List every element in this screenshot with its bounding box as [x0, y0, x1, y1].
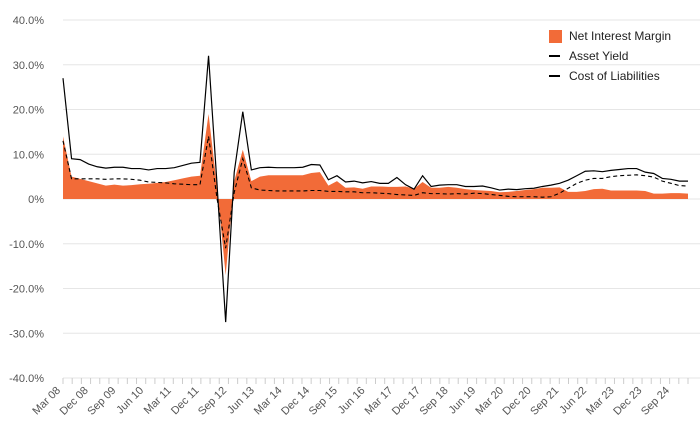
- legend: Net Interest Margin Asset Yield Cost of …: [549, 26, 671, 86]
- legend-item-cost-of-liabilities[interactable]: Cost of Liabilities: [549, 66, 671, 86]
- x-tick-label: Dec 17: [390, 385, 423, 418]
- x-tick-label: Jun 16: [336, 385, 368, 417]
- x-tick-label: Dec 14: [279, 385, 312, 418]
- x-tick-label: Mar 17: [363, 385, 396, 418]
- x-tick-label: Sep 12: [196, 385, 229, 418]
- y-tick-label: -10.0%: [9, 239, 44, 251]
- x-tick-label: Jun 13: [225, 385, 257, 417]
- legend-swatch-cost: [549, 75, 560, 77]
- x-tick-label: Sep 18: [418, 385, 451, 418]
- x-tick-label: Sep 21: [528, 385, 561, 418]
- legend-swatch-nim: [549, 29, 562, 43]
- x-tick-label: Mar 11: [142, 385, 174, 417]
- legend-item-asset-yield[interactable]: Asset Yield: [549, 46, 671, 66]
- legend-label-asset-yield: Asset Yield: [569, 49, 629, 63]
- x-tick-label: Sep 15: [307, 385, 340, 418]
- x-tick-label: Dec 20: [501, 385, 534, 418]
- y-tick-label: 30.0%: [13, 60, 44, 72]
- net-interest-margin-area: [63, 113, 688, 276]
- x-tick-label: Sep 09: [85, 385, 118, 418]
- legend-swatch-asset-yield: [549, 55, 560, 57]
- y-axis-ticks: 40.0% 30.0% 20.0% 10.0% 0% -10.0% -20.0% -30.0%…: [9, 15, 44, 385]
- x-tick-label: Sep 24: [639, 385, 672, 418]
- y-tick-label: 20.0%: [13, 105, 44, 117]
- x-tick-label: Jun 22: [557, 385, 589, 417]
- x-tick-label: Mar 20: [473, 385, 506, 418]
- x-tick-label: Jun 19: [447, 385, 479, 417]
- y-tick-label: 40.0%: [13, 15, 44, 27]
- series-line-cost-of-liabilities: [62, 136, 689, 249]
- y-tick-label: -20.0%: [9, 284, 44, 296]
- y-tick-label: -30.0%: [9, 328, 44, 340]
- x-tick-label: Dec 23: [611, 385, 644, 418]
- x-tick-label: Dec 08: [58, 385, 91, 418]
- series-line-asset-yield: [62, 55, 688, 323]
- y-tick-label: -40.0%: [9, 373, 44, 385]
- x-tick-label: Dec 11: [169, 385, 202, 418]
- series-lines: [62, 55, 689, 323]
- x-tick-label: Jun 10: [114, 385, 146, 417]
- x-tick-label: Mar 14: [252, 385, 285, 418]
- x-tick-label: Mar 08: [30, 385, 63, 418]
- legend-label-nim: Net Interest Margin: [569, 29, 672, 43]
- x-tick-label: Mar 23: [584, 385, 617, 418]
- legend-item-net-interest-margin[interactable]: Net Interest Margin: [549, 26, 671, 46]
- y-tick-label: 10.0%: [13, 149, 44, 161]
- y-tick-label: 0%: [28, 194, 44, 206]
- legend-label-cost: Cost of Liabilities: [569, 69, 660, 83]
- series-area-net-interest-margin: [63, 113, 688, 276]
